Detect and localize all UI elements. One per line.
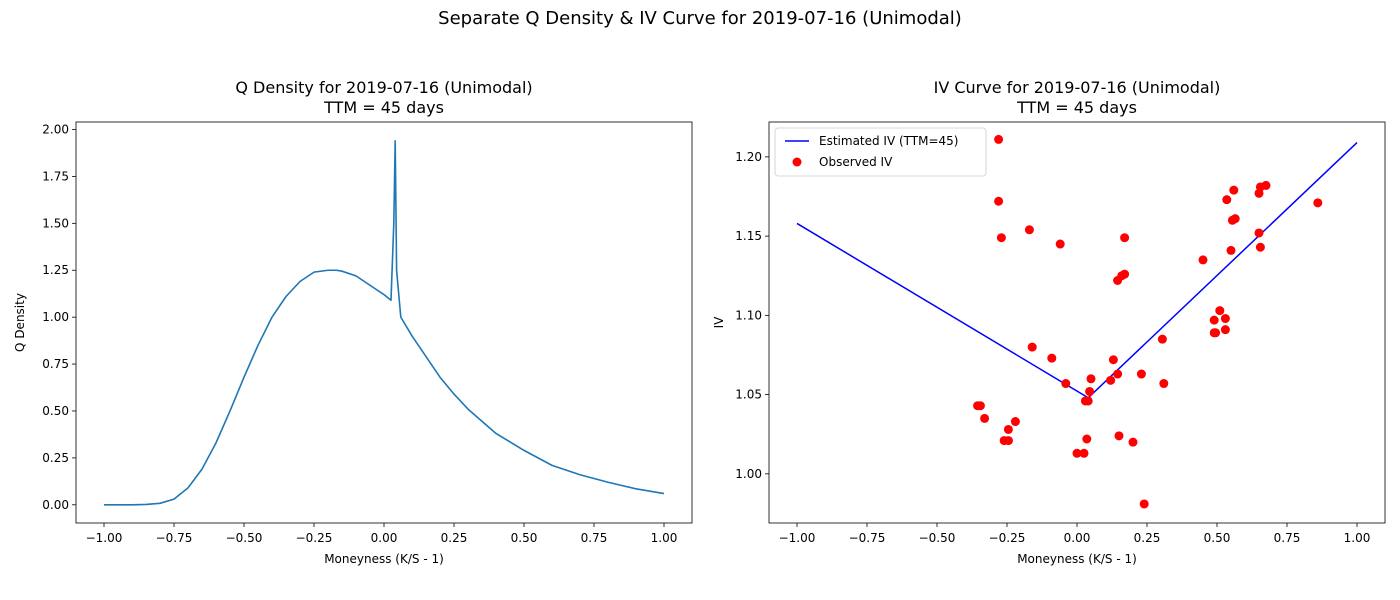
y-tick-label: 1.05	[735, 388, 762, 402]
x-tick-label: −0.75	[849, 531, 886, 545]
axes-frame	[75, 121, 693, 524]
axes-title: IV Curve for 2019-07-16 (Unimodal)	[934, 78, 1221, 97]
observed-iv-point	[1128, 437, 1138, 447]
y-tick-label: 1.00	[42, 310, 69, 324]
y-tick-label: 1.20	[735, 150, 762, 164]
observed-iv-point	[1254, 228, 1264, 238]
axes-subtitle: TTM = 45 days	[323, 98, 444, 117]
y-tick-label: 2.00	[42, 123, 69, 137]
x-tick-label: −1.00	[86, 531, 123, 545]
observed-iv-point	[1220, 314, 1230, 324]
x-tick-label: 1.00	[651, 531, 678, 545]
observed-iv-point	[1209, 315, 1219, 325]
x-tick-label: 0.50	[511, 531, 538, 545]
estimated-iv-line	[796, 142, 1358, 399]
axes-subtitle: TTM = 45 days	[1016, 98, 1137, 117]
y-tick-label: 1.00	[735, 467, 762, 481]
observed-iv-point	[1226, 245, 1236, 255]
x-tick-label: −0.25	[989, 531, 1026, 545]
observed-iv-point	[1139, 499, 1149, 509]
observed-iv-point	[1261, 180, 1271, 190]
x-tick-label: −1.00	[779, 531, 816, 545]
observed-iv-point	[994, 134, 1004, 144]
axes-frame	[768, 121, 1386, 524]
y-tick-label: 1.75	[42, 169, 69, 183]
observed-iv-point	[996, 233, 1006, 243]
observed-iv-point	[1211, 328, 1221, 338]
y-tick-label: 0.75	[42, 357, 69, 371]
observed-iv-point	[1003, 436, 1013, 446]
iv-curve-panel: IV Curve for 2019-07-16 (Unimodal)TTM = …	[712, 78, 1386, 566]
legend-box	[774, 127, 987, 177]
axes-title: Q Density for 2019-07-16 (Unimodal)	[235, 78, 532, 97]
observed-iv-point	[1120, 233, 1130, 243]
observed-iv-point	[1157, 334, 1167, 344]
x-tick-label: 0.00	[1064, 531, 1091, 545]
y-tick-label: 0.00	[42, 498, 69, 512]
observed-iv-point	[1024, 225, 1034, 235]
observed-iv-point	[1215, 306, 1225, 316]
observed-iv-point	[1106, 375, 1116, 385]
observed-iv-point	[1083, 396, 1093, 406]
plot-area	[796, 134, 1358, 509]
q-density-panel: Q Density for 2019-07-16 (Unimodal)TTM =…	[13, 78, 693, 566]
observed-iv-point	[1061, 379, 1071, 389]
x-tick-label: 0.00	[371, 531, 398, 545]
observed-iv-point	[1313, 198, 1323, 208]
legend-label: Estimated IV (TTM=45)	[819, 134, 959, 148]
observed-iv-point	[1027, 342, 1037, 352]
observed-iv-point	[1198, 255, 1208, 265]
observed-iv-point	[1114, 431, 1124, 441]
observed-iv-point	[1108, 355, 1118, 365]
y-tick-label: 0.25	[42, 451, 69, 465]
observed-iv-point	[1085, 386, 1095, 396]
observed-iv-point	[1003, 424, 1013, 434]
observed-iv-point	[1055, 239, 1065, 249]
observed-iv-point	[1229, 185, 1239, 195]
x-axis-label: Moneyness (K/S - 1)	[324, 552, 444, 566]
observed-iv-point	[994, 196, 1004, 206]
observed-iv-point	[1230, 214, 1240, 224]
x-tick-label: −0.75	[156, 531, 193, 545]
observed-iv-point	[980, 413, 990, 423]
x-tick-label: −0.25	[296, 531, 333, 545]
y-tick-label: 1.15	[735, 229, 762, 243]
x-tick-label: 0.25	[441, 531, 468, 545]
y-tick-label: 1.10	[735, 308, 762, 322]
observed-iv-point	[1220, 325, 1230, 335]
y-tick-label: 1.50	[42, 216, 69, 230]
observed-iv-point	[1159, 379, 1169, 389]
observed-iv-point	[1136, 369, 1146, 379]
observed-iv-point	[1010, 417, 1020, 427]
observed-iv-point	[1082, 434, 1092, 444]
observed-iv-point	[1086, 374, 1096, 384]
x-tick-label: 0.25	[1134, 531, 1161, 545]
x-tick-label: 1.00	[1344, 531, 1371, 545]
y-axis-label: Q Density	[13, 293, 27, 352]
q-density-line	[104, 139, 665, 506]
y-axis-label: IV	[712, 316, 726, 329]
observed-iv-point	[1222, 195, 1232, 205]
x-tick-label: 0.75	[581, 531, 608, 545]
x-axis-label: Moneyness (K/S - 1)	[1017, 552, 1137, 566]
legend-label: Observed IV	[819, 155, 893, 169]
observed-iv-point	[1079, 448, 1089, 458]
figure-suptitle: Separate Q Density & IV Curve for 2019-0…	[438, 8, 962, 29]
observed-iv-point	[1113, 275, 1123, 285]
y-tick-label: 1.25	[42, 263, 69, 277]
observed-iv-point	[1072, 448, 1082, 458]
plot-area	[104, 139, 665, 506]
x-tick-label: −0.50	[226, 531, 263, 545]
observed-iv-point	[1255, 242, 1265, 252]
legend-point-marker	[792, 157, 802, 167]
observed-iv-point	[1047, 353, 1057, 363]
x-tick-label: 0.50	[1204, 531, 1231, 545]
y-tick-label: 0.50	[42, 404, 69, 418]
x-tick-label: 0.75	[1274, 531, 1301, 545]
x-tick-label: −0.50	[919, 531, 956, 545]
observed-iv-point	[1113, 369, 1123, 379]
observed-iv-point	[975, 401, 985, 411]
